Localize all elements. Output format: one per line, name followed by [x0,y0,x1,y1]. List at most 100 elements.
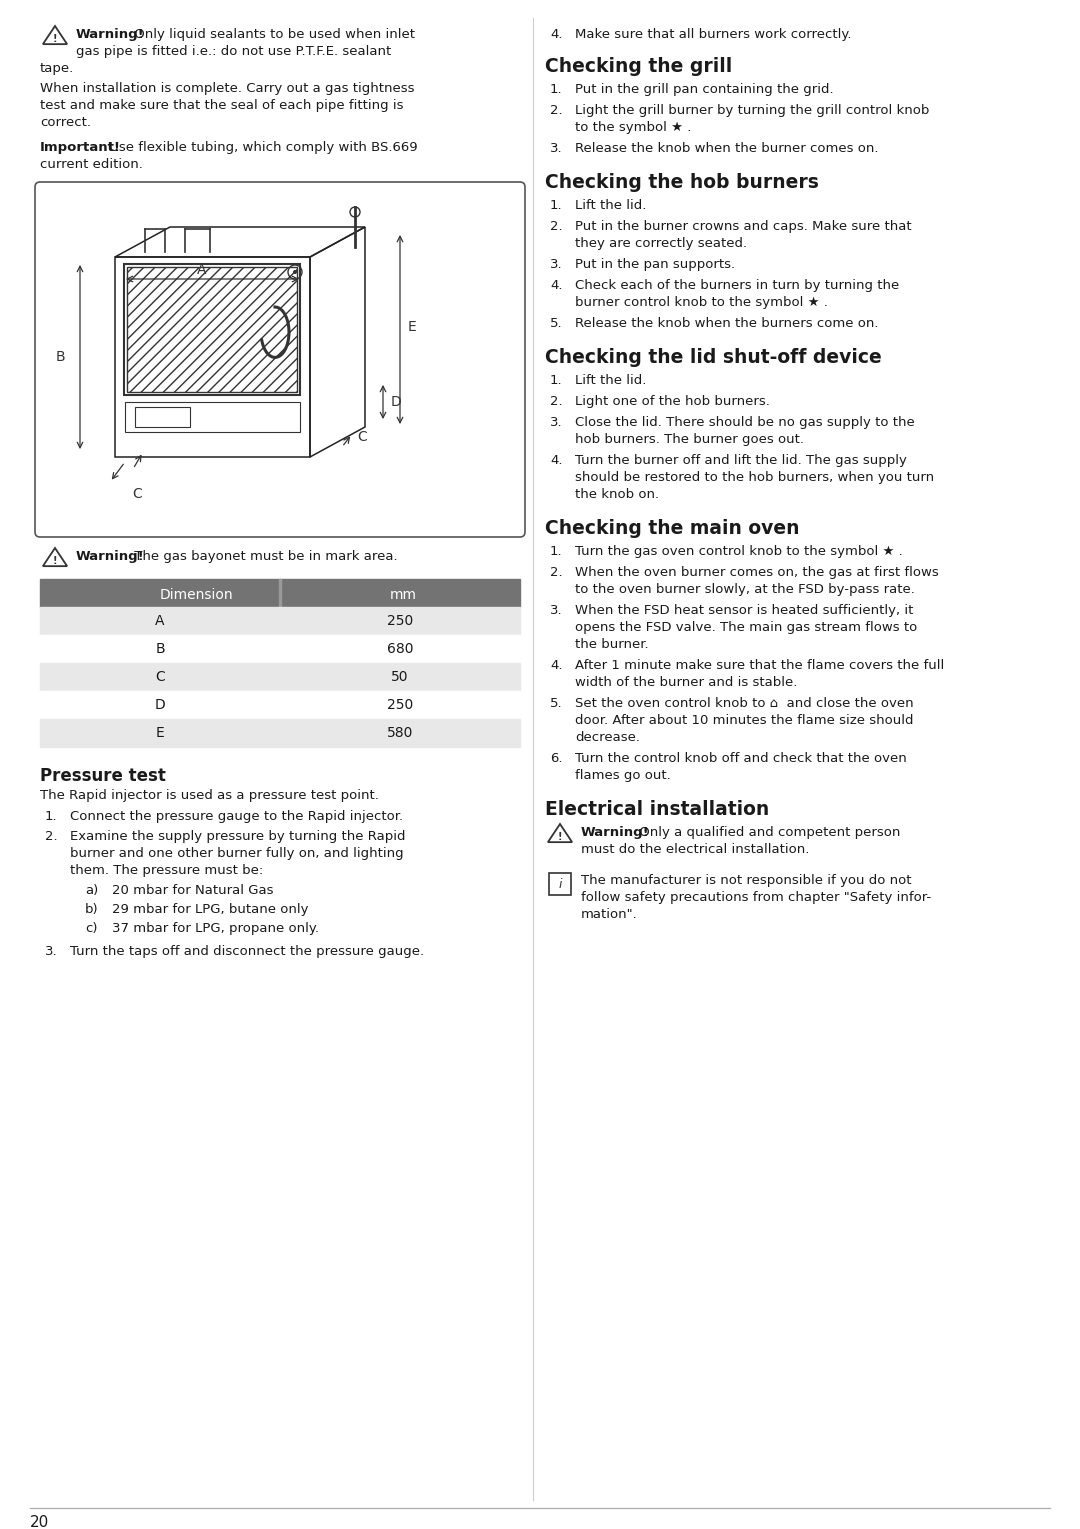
Text: 3.: 3. [550,142,563,154]
Circle shape [293,271,297,274]
Text: decrease.: decrease. [575,731,640,745]
Text: E: E [408,320,417,333]
Text: Only liquid sealants to be used when inlet: Only liquid sealants to be used when inl… [130,28,415,41]
Text: !: ! [557,832,563,841]
Text: 29 mbar for LPG, butane only: 29 mbar for LPG, butane only [112,904,309,916]
Text: burner and one other burner fully on, and lighting: burner and one other burner fully on, an… [70,847,404,859]
Bar [40,719,280,748]
Text: 250: 250 [387,699,414,713]
Text: 580: 580 [387,726,414,740]
Text: Warning!: Warning! [581,826,650,839]
Text: 1.: 1. [550,544,563,558]
Text: b): b) [85,904,98,916]
Text: flames go out.: flames go out. [575,769,671,781]
Bar [280,719,519,748]
Bar [280,635,519,664]
Text: width of the burner and is stable.: width of the burner and is stable. [575,676,797,690]
Text: A: A [156,615,165,628]
Text: 6.: 6. [550,752,563,764]
Text: Important!: Important! [40,141,121,154]
Text: When the FSD heat sensor is heated sufficiently, it: When the FSD heat sensor is heated suffi… [575,604,914,618]
Text: !: ! [53,34,57,44]
Text: The manufacturer is not responsible if you do not: The manufacturer is not responsible if y… [581,875,912,887]
FancyBboxPatch shape [35,182,525,537]
Text: 4.: 4. [550,278,563,292]
Text: 680: 680 [387,642,414,656]
Text: Release the knob when the burner comes on.: Release the knob when the burner comes o… [575,142,878,154]
Bar [40,691,280,719]
Text: follow safety precautions from chapter "Safety infor-: follow safety precautions from chapter "… [581,891,931,904]
Text: test and make sure that the seal of each pipe fitting is: test and make sure that the seal of each… [40,99,404,112]
Text: Put in the grill pan containing the grid.: Put in the grill pan containing the grid… [575,83,834,96]
Text: D: D [154,699,165,713]
Text: Connect the pressure gauge to the Rapid injector.: Connect the pressure gauge to the Rapid … [70,810,403,823]
Text: 50: 50 [391,670,408,683]
Text: should be restored to the hob burners, when you turn: should be restored to the hob burners, w… [575,471,934,485]
Bar [40,664,280,691]
Text: 2.: 2. [550,394,563,408]
Text: Turn the control knob off and check that the oven: Turn the control knob off and check that… [575,752,907,764]
Text: the knob on.: the knob on. [575,488,659,502]
Text: E: E [156,726,164,740]
Text: 2.: 2. [550,566,563,579]
Text: When installation is complete. Carry out a gas tightness: When installation is complete. Carry out… [40,83,415,95]
Text: hob burners. The burner goes out.: hob burners. The burner goes out. [575,433,804,446]
Text: Checking the lid shut-off device: Checking the lid shut-off device [545,349,881,367]
Text: 5.: 5. [550,317,563,330]
Text: Turn the burner off and lift the lid. The gas supply: Turn the burner off and lift the lid. Th… [575,454,907,466]
Text: Checking the hob burners: Checking the hob burners [545,173,819,193]
Text: !: ! [53,555,57,566]
Text: Light the grill burner by turning the grill control knob: Light the grill burner by turning the gr… [575,104,930,118]
Text: must do the electrical installation.: must do the electrical installation. [581,842,809,856]
Bar [280,607,519,635]
Text: 37 mbar for LPG, propane only.: 37 mbar for LPG, propane only. [112,922,319,936]
Text: Put in the pan supports.: Put in the pan supports. [575,258,735,271]
Text: i: i [558,878,562,890]
Text: opens the FSD valve. The main gas stream flows to: opens the FSD valve. The main gas stream… [575,621,917,635]
Text: 3.: 3. [45,945,57,959]
Text: Warning!: Warning! [76,28,145,41]
Text: Check each of the burners in turn by turning the: Check each of the burners in turn by tur… [575,278,900,292]
Text: 2.: 2. [45,830,57,842]
Text: When the oven burner comes on, the gas at first flows: When the oven burner comes on, the gas a… [575,566,939,579]
Text: Lift the lid.: Lift the lid. [575,199,646,213]
Text: them. The pressure must be:: them. The pressure must be: [70,864,264,878]
Text: correct.: correct. [40,116,91,128]
Text: Make sure that all burners work correctly.: Make sure that all burners work correctl… [575,28,851,41]
Text: 4.: 4. [550,28,563,41]
Bar [280,579,519,607]
Text: to the oven burner slowly, at the FSD by-pass rate.: to the oven burner slowly, at the FSD by… [575,583,915,596]
Text: tape.: tape. [40,63,75,75]
Text: Put in the burner crowns and caps. Make sure that: Put in the burner crowns and caps. Make … [575,220,912,232]
Text: burner control knob to the symbol ★ .: burner control knob to the symbol ★ . [575,297,828,309]
Text: they are correctly seated.: they are correctly seated. [575,237,747,251]
Text: Dimension: Dimension [160,589,233,602]
Text: 1.: 1. [550,375,563,387]
Bar [40,579,280,607]
Text: 4.: 4. [550,454,563,466]
Text: B: B [55,350,65,364]
Text: 3.: 3. [550,604,563,618]
Bar [40,607,280,635]
Text: C: C [357,430,367,443]
Text: Only a qualified and competent person: Only a qualified and competent person [635,826,901,839]
Text: D: D [391,394,402,408]
Text: Set the oven control knob to ⌂  and close the oven: Set the oven control knob to ⌂ and close… [575,697,914,709]
Text: C: C [156,670,165,683]
Text: 3.: 3. [550,258,563,271]
Text: Lift the lid.: Lift the lid. [575,375,646,387]
Text: 20: 20 [30,1515,50,1529]
Text: Light one of the hob burners.: Light one of the hob burners. [575,394,770,408]
Text: door. After about 10 minutes the flame size should: door. After about 10 minutes the flame s… [575,714,914,726]
Text: a): a) [85,884,98,898]
Text: 1.: 1. [550,199,563,213]
Bar [280,664,519,691]
Text: 20 mbar for Natural Gas: 20 mbar for Natural Gas [112,884,273,898]
Text: C: C [132,488,141,502]
Text: 5.: 5. [550,697,563,709]
Text: B: B [156,642,165,656]
Bar [40,635,280,664]
Text: Electrical installation: Electrical installation [545,800,769,820]
Text: 3.: 3. [550,416,563,430]
Text: 2.: 2. [550,220,563,232]
